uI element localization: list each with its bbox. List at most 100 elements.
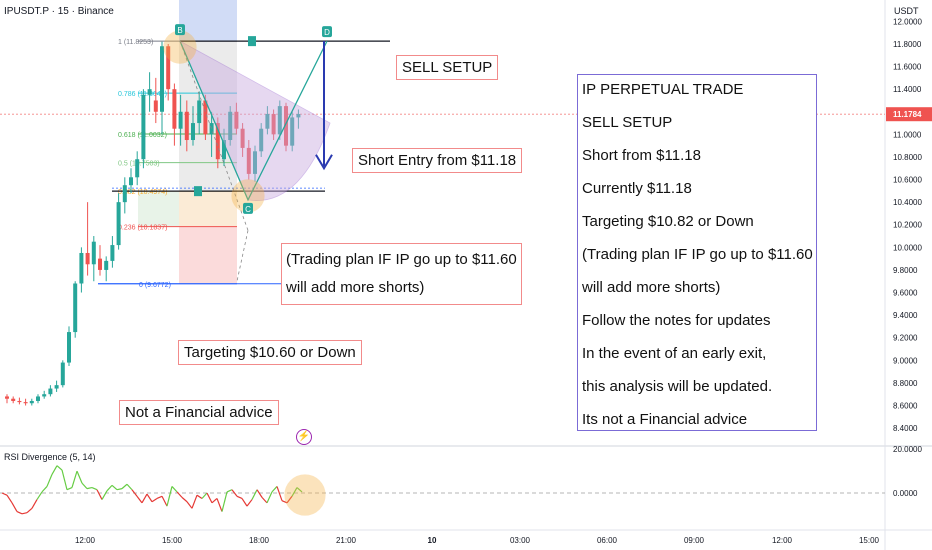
rsi-segment <box>266 491 273 504</box>
candle-body <box>222 140 226 160</box>
pattern-point-label: B <box>177 26 182 35</box>
y-tick-label: 9.4000 <box>893 311 918 320</box>
info-line: (Trading plan IF IP go up to $11.60 <box>582 246 813 263</box>
short-entry-note: Short Entry from $11.18 <box>352 148 523 173</box>
candle-body <box>85 252 90 265</box>
y-tick-label: 8.6000 <box>893 401 918 410</box>
rsi-segment <box>236 495 243 500</box>
rsi-zero-label: 0.0000 <box>893 489 918 498</box>
info-line: SELL SETUP <box>582 114 673 131</box>
candle-body <box>36 396 40 401</box>
rsi-segment <box>91 486 98 491</box>
indicator-label[interactable]: RSI Divergence (5, 14) <box>4 452 96 462</box>
rsi-segment <box>191 494 198 509</box>
currency-label: USDT <box>894 6 919 16</box>
rsi-segment <box>296 487 303 493</box>
pattern-legs <box>179 40 328 202</box>
rsi-segment <box>181 496 188 503</box>
trading-plan-line-2: will add more shorts) <box>286 279 425 296</box>
level-marker <box>248 36 256 47</box>
trade-info-box: IP PERPETUAL TRADE SELL SETUP Short from… <box>577 74 817 431</box>
rsi-segment <box>156 495 163 500</box>
candle-body <box>91 241 96 265</box>
candle-body <box>215 123 220 160</box>
candle-body <box>209 123 214 135</box>
candle-body <box>79 252 84 284</box>
candle-body <box>228 111 233 141</box>
target-note: Targeting $10.60 or Down <box>178 340 362 365</box>
pattern-point-marker <box>243 202 253 214</box>
candle-body <box>48 388 53 395</box>
info-line: Currently $11.18 <box>582 180 692 197</box>
y-tick-label: 9.8000 <box>893 266 918 275</box>
y-tick-label: 10.6000 <box>893 176 922 185</box>
y-tick-label: 8.8000 <box>893 379 918 388</box>
rsi-segment <box>11 502 18 512</box>
harmonic-zone <box>179 40 331 201</box>
y-tick-label: 11.6000 <box>893 63 922 72</box>
candle-body <box>5 396 9 399</box>
candle-body <box>23 402 28 404</box>
rsi-segment <box>261 496 268 504</box>
symbol-title[interactable]: IPUSDT.P · 15 · Binance <box>4 6 114 17</box>
fib-zone-mid <box>179 191 237 227</box>
x-tick-label: 03:00 <box>510 536 531 545</box>
rsi-segment <box>281 500 288 504</box>
rsi-segment <box>36 491 43 500</box>
rsi-segment <box>291 487 298 497</box>
candle-body <box>191 123 195 141</box>
disclaimer-note: Not a Financial advice <box>119 400 279 425</box>
rsi-segment <box>231 489 238 497</box>
rsi-segment <box>41 486 48 493</box>
lightning-icon[interactable]: ⚡ <box>296 429 312 445</box>
level-marker <box>194 186 202 197</box>
candle-body <box>60 362 65 386</box>
candle-body <box>271 114 276 135</box>
candle-body <box>67 332 71 363</box>
candle-body <box>234 111 239 129</box>
fib-level-label: 0.382 (10.4974) <box>118 189 167 196</box>
rsi-segment <box>176 491 183 498</box>
fib-level-label: 0 (9.6772) <box>139 282 171 289</box>
candle-body <box>290 117 295 146</box>
y-tick-label: 9.0000 <box>893 356 918 365</box>
y-tick-label: 11.0000 <box>893 130 922 139</box>
rsi-segment <box>31 499 38 509</box>
candle-body <box>153 100 158 112</box>
trading-plan-note: (Trading plan IF IP go up to $11.60 will… <box>281 243 522 305</box>
x-tick-label: 15:00 <box>162 536 183 545</box>
info-line: Targeting $10.82 or Down <box>582 213 754 230</box>
rsi-segment <box>146 493 153 503</box>
candle-body <box>104 260 109 270</box>
rsi-segment <box>136 495 143 504</box>
candle-body <box>253 151 257 174</box>
rsi-segment <box>56 465 63 471</box>
candle-body <box>129 177 133 186</box>
y-tick-label: 11.4000 <box>893 85 922 94</box>
y-tick-label: 10.4000 <box>893 198 922 207</box>
candle-body <box>110 245 115 261</box>
rsi-segment <box>96 489 103 500</box>
rsi-highlight-circle <box>284 474 326 516</box>
candle-body <box>197 100 202 124</box>
candle-body <box>116 202 121 246</box>
price-tag-bg <box>886 107 932 122</box>
info-line: IP PERPETUAL TRADE <box>582 81 744 98</box>
rsi-segment <box>121 483 128 490</box>
rsi-segment <box>86 486 93 490</box>
candle-body <box>135 159 140 178</box>
rsi-segment <box>186 501 193 509</box>
candle-body <box>17 400 22 403</box>
candle-body <box>54 385 59 389</box>
candle-body <box>42 394 47 397</box>
candle-body <box>184 111 189 141</box>
rsi-segment <box>101 490 108 500</box>
info-line: this analysis will be updated. <box>582 378 773 395</box>
rsi-segment <box>246 499 253 507</box>
rsi-segment <box>171 486 178 493</box>
rsi-segment <box>111 484 118 491</box>
info-line: In the event of an early exit, <box>582 345 767 362</box>
rsi-segment <box>241 498 248 507</box>
